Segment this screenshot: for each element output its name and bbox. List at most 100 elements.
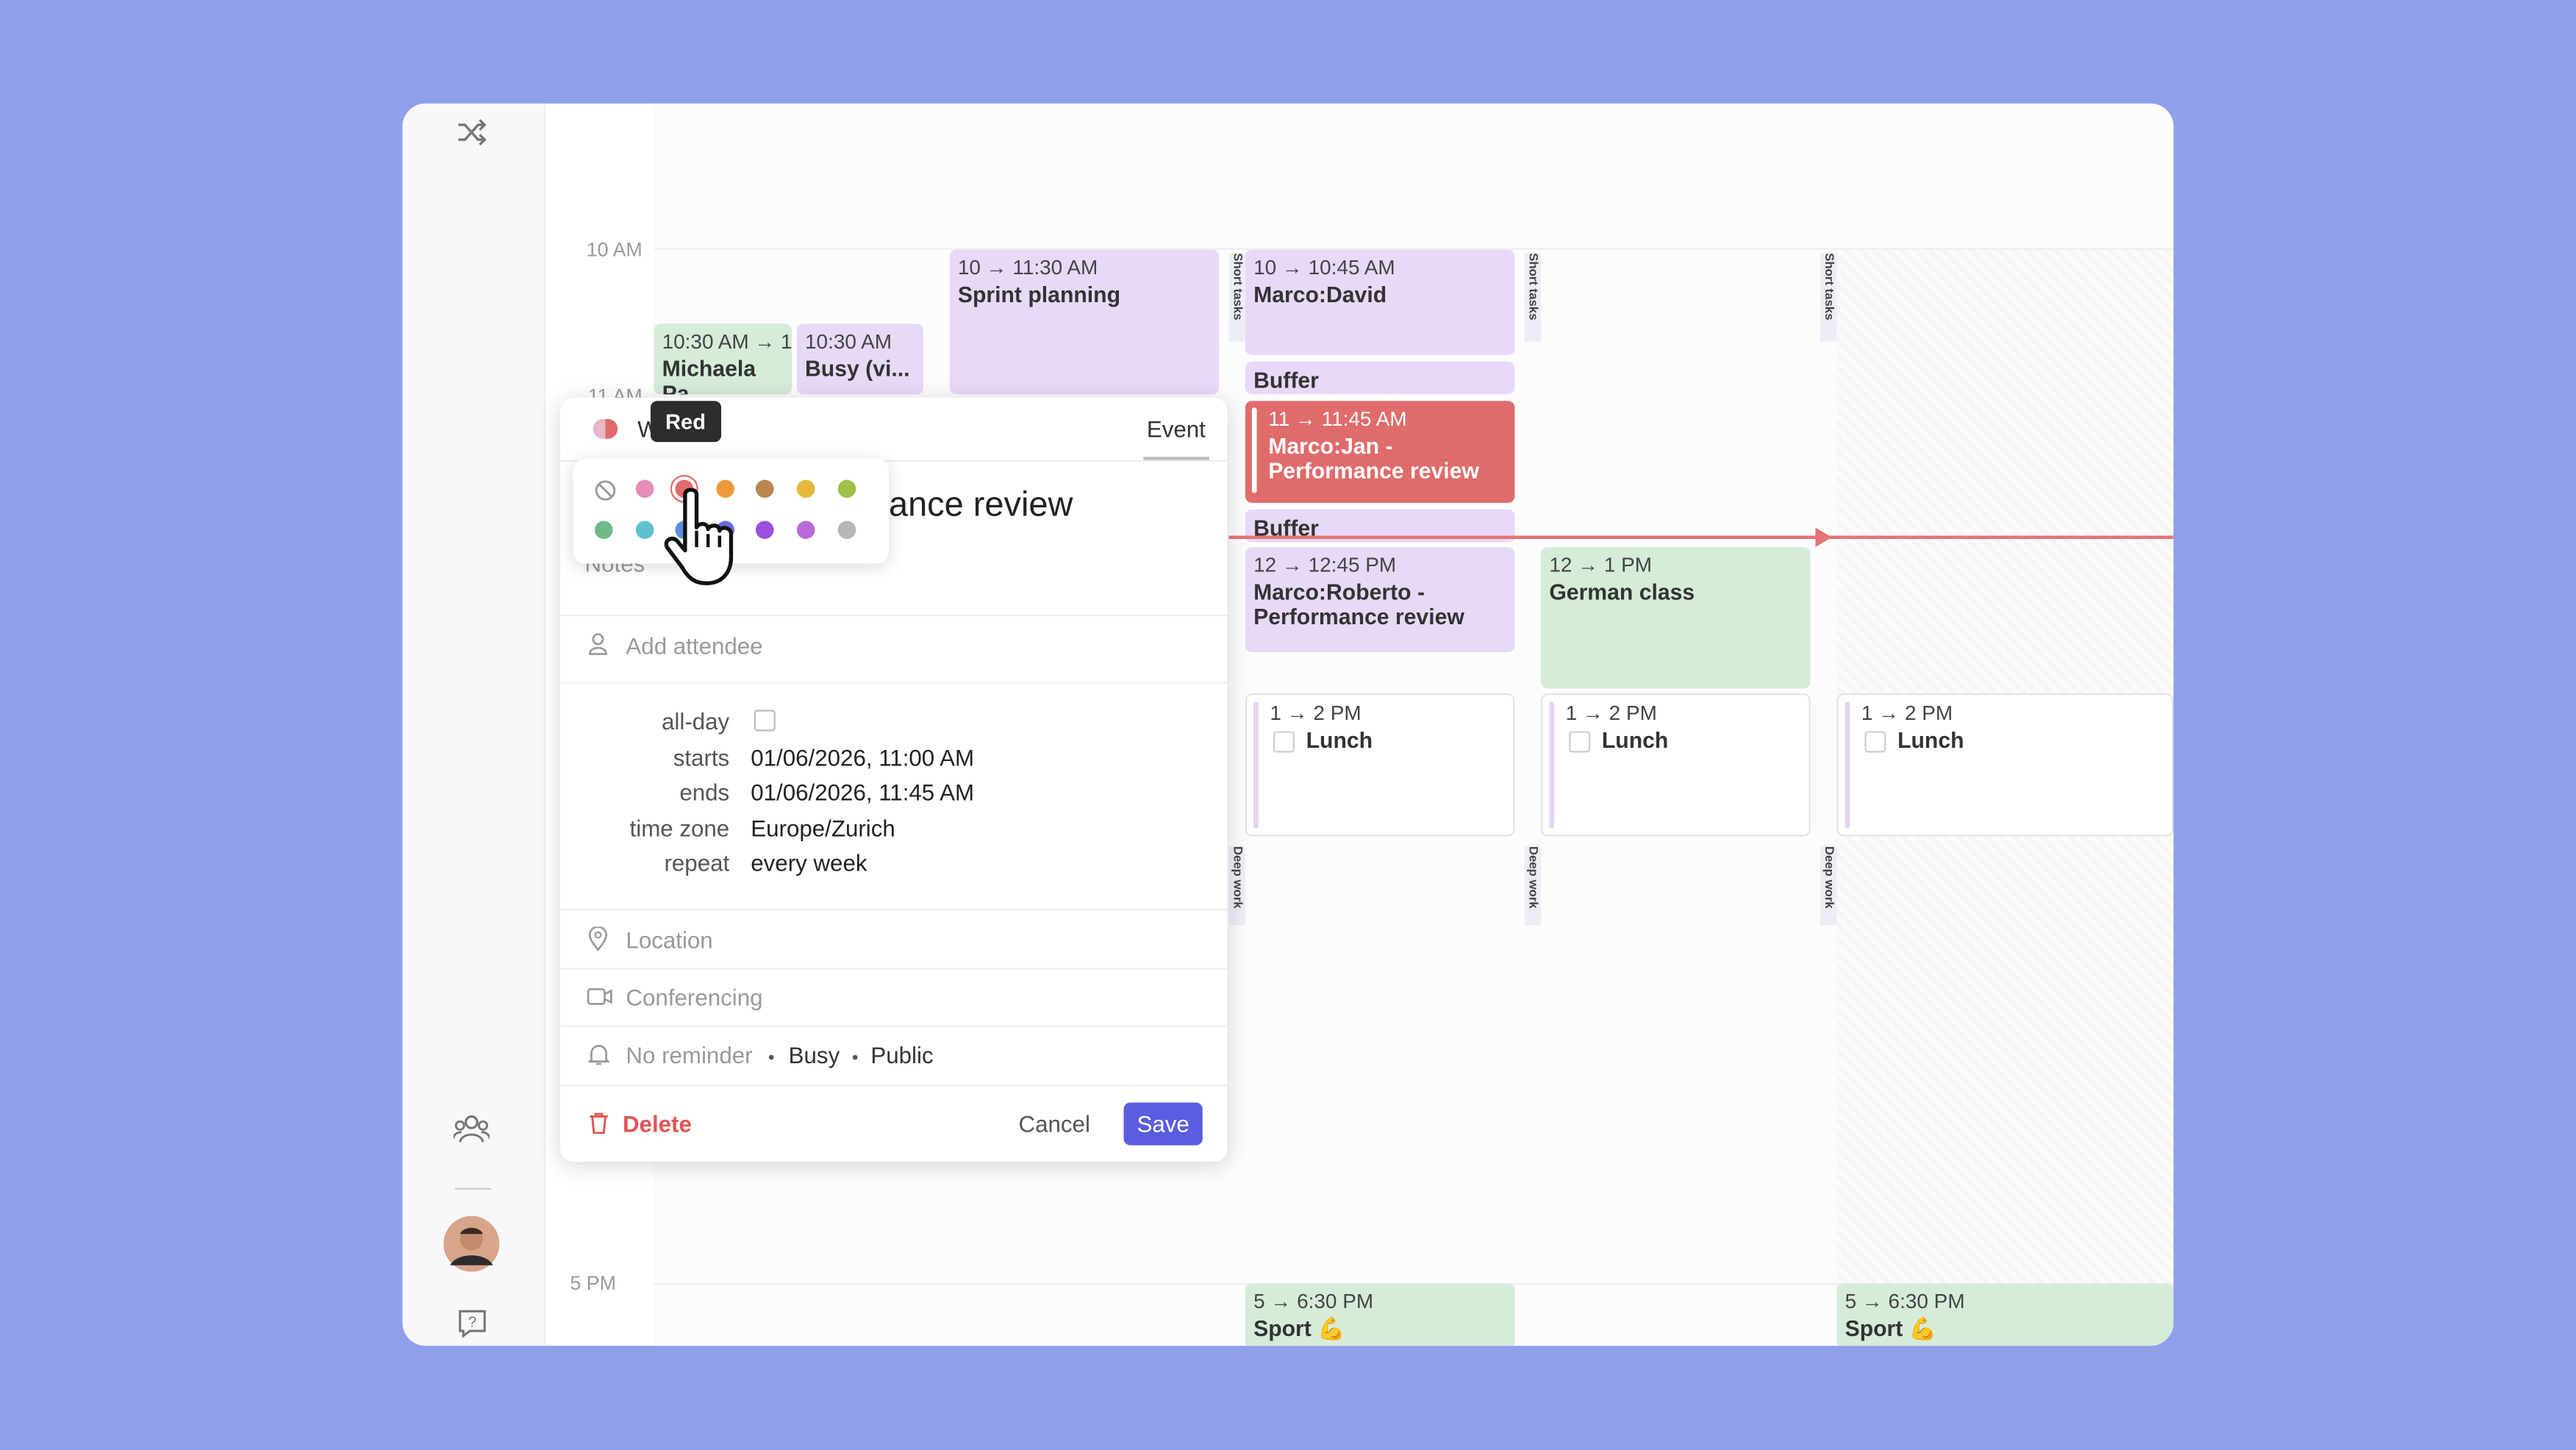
event-tab[interactable]: Event: [1146, 415, 1206, 443]
event-time: 10 → 11:30 AM: [957, 256, 1098, 279]
event[interactable]: 1 → 2 PM Lunch: [1541, 693, 1811, 837]
separator: [852, 1054, 858, 1060]
event-time: 10:30 AM → 1: [662, 330, 793, 354]
event-time: 10 → 10:45 AM: [1253, 256, 1395, 279]
event-time: 1 → 2 PM: [1565, 701, 1657, 725]
field-value: 01/06/2026, 11:45 AM: [751, 779, 975, 806]
people-icon[interactable]: [453, 1112, 490, 1146]
event[interactable]: 12 → 1 PM German class: [1541, 547, 1811, 689]
event[interactable]: Buffer: [1245, 361, 1515, 395]
delete-button[interactable]: Delete: [622, 1110, 692, 1138]
event[interactable]: 5 → 6:30 PM Sport 💪: [1245, 1283, 1515, 1346]
time-label: 5 PM: [570, 1271, 617, 1295]
event[interactable]: 1 → 2 PM Lunch: [1245, 693, 1515, 837]
color-swatch[interactable]: [755, 521, 774, 539]
event[interactable]: 10 → 10:45 AM Marco:David: [1245, 249, 1515, 355]
divider: [560, 460, 1228, 462]
separator: [768, 1054, 774, 1060]
hand-cursor: [664, 488, 734, 586]
color-swatch[interactable]: [594, 521, 613, 539]
video-icon: [587, 988, 612, 1005]
add-attendee[interactable]: Add attendee: [626, 632, 763, 660]
color-swatch[interactable]: [635, 521, 654, 539]
event-time: 10:30 AM: [805, 330, 892, 354]
event[interactable]: 10 → 11:30 AM Sprint planning: [949, 249, 1220, 395]
event-time: 1 → 2 PM: [1270, 701, 1362, 725]
field-label: time zone: [629, 814, 730, 841]
divider: [560, 968, 1228, 971]
event-title: German class: [1549, 579, 1695, 605]
event[interactable]: 11 → 11:45 AM Marco:Jan - Performance rev…: [1245, 401, 1515, 503]
divider: [560, 1084, 1228, 1088]
now-marker: [1815, 527, 1832, 548]
event[interactable]: 1 → 2 PM Lunch: [1836, 693, 2174, 837]
event-time: 11 → 11:45 AM: [1268, 407, 1407, 431]
svg-text:?: ?: [468, 1315, 476, 1331]
divider: [560, 908, 1228, 912]
task-checkbox: [1864, 731, 1886, 753]
color-swatch[interactable]: [796, 479, 815, 499]
save-button[interactable]: Save: [1123, 1102, 1203, 1146]
event-bar: [1845, 701, 1850, 829]
cancel-button[interactable]: Cancel: [1018, 1110, 1090, 1138]
event-title[interactable]: ance review: [888, 486, 1073, 524]
block-label: Short tasks: [1228, 253, 1245, 342]
event-title: Sport 💪: [1253, 1315, 1345, 1341]
divider: [560, 614, 1228, 618]
block-label: Short tasks: [1524, 253, 1542, 342]
event-time: 12 → 12:45 PM: [1253, 554, 1397, 577]
availability[interactable]: Busy: [788, 1041, 840, 1068]
task-checkbox: [1273, 731, 1295, 753]
help-icon[interactable]: ?: [457, 1308, 487, 1339]
divider: [455, 1188, 492, 1190]
location-icon: [588, 926, 607, 951]
hour-line: [654, 248, 2174, 250]
field-label: ends: [679, 779, 730, 806]
reminder[interactable]: No reminder: [626, 1041, 753, 1068]
event-title: Marco:Jan - Performance review: [1268, 433, 1479, 484]
now-line: [1228, 535, 2174, 539]
conferencing[interactable]: Conferencing: [626, 984, 763, 1011]
time-label: 10 AM: [586, 238, 643, 262]
tab-underline: [1143, 457, 1209, 460]
event-title: Marco:David: [1253, 282, 1387, 307]
task-checkbox: [1569, 731, 1591, 753]
event-title: Marco:Roberto - Performance review: [1253, 579, 1464, 629]
event-time: 1 → 2 PM: [1861, 701, 1953, 725]
color-swatch[interactable]: [796, 521, 815, 539]
block-label: Deep work: [1524, 846, 1542, 926]
event-time: 5 → 6:30 PM: [1253, 1290, 1374, 1313]
event-bar: [1549, 701, 1555, 829]
field-value: 01/06/2026, 11:00 AM: [751, 743, 975, 770]
color-swatch[interactable]: [635, 479, 654, 499]
event-time: 5 → 6:30 PM: [1845, 1290, 1965, 1313]
location[interactable]: Location: [626, 926, 713, 954]
calendar-color[interactable]: [593, 418, 618, 439]
shuffle-icon[interactable]: [455, 117, 488, 146]
event-title: Lunch: [1601, 727, 1669, 753]
all-day-checkbox[interactable]: [754, 710, 776, 732]
color-swatch[interactable]: [837, 521, 856, 539]
no-color[interactable]: [595, 480, 616, 501]
event[interactable]: 12 → 12:45 PM Marco:Roberto - Performance…: [1245, 547, 1515, 653]
event-editor: W Event ance review Notes Add attendee L…: [560, 397, 1228, 1162]
event-bar: [1251, 407, 1257, 493]
sidebar: ?: [402, 103, 545, 1346]
color-swatch[interactable]: [755, 479, 774, 499]
event[interactable]: 10:30 AM → 1 Michaela Pa: [654, 324, 793, 395]
divider: [560, 682, 1228, 685]
trash-icon: [590, 1112, 608, 1134]
avatar[interactable]: [443, 1215, 500, 1272]
app-window: ? 10 AM 11 AM 5 PM 10:30 AM → 1 Michaela …: [402, 103, 2174, 1346]
field-value: Europe/Zurich: [751, 814, 895, 841]
field-label: starts: [673, 743, 730, 770]
block-label: Deep work: [1820, 846, 1837, 926]
color-swatch[interactable]: [837, 479, 856, 499]
event[interactable]: 10:30 AM Busy (vi...: [796, 324, 923, 395]
visibility[interactable]: Public: [870, 1041, 934, 1068]
event[interactable]: 5 → 6:30 PM Sport 💪: [1836, 1283, 2174, 1346]
color-swatch[interactable]: [716, 479, 734, 499]
event-title: Sport 💪: [1845, 1315, 1937, 1341]
event-time: 12 → 1 PM: [1549, 554, 1653, 577]
